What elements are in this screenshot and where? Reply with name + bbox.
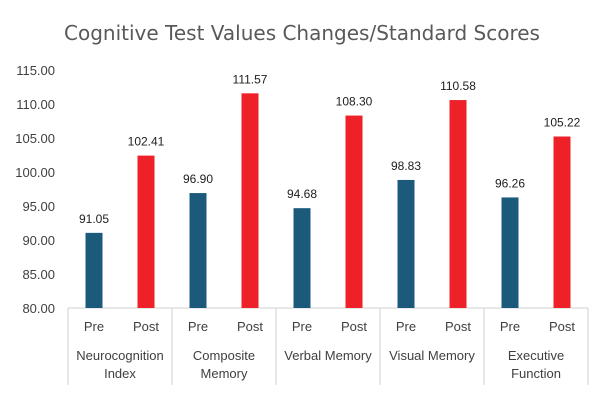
x-tick-label: Post bbox=[549, 319, 575, 334]
x-tick-label: Pre bbox=[500, 319, 520, 334]
x-tick-label: Pre bbox=[292, 319, 312, 334]
y-tick-label: 105.00 bbox=[15, 131, 55, 146]
data-label: 111.57 bbox=[233, 72, 268, 86]
x-tick-label: Pre bbox=[396, 319, 416, 334]
x-tick-label: Post bbox=[445, 319, 471, 334]
y-tick-label: 90.00 bbox=[22, 233, 55, 248]
bar-pre bbox=[293, 208, 311, 308]
bar-post bbox=[137, 155, 155, 308]
x-tick-label: Post bbox=[237, 319, 263, 334]
bar-post bbox=[241, 93, 259, 308]
data-label: 102.41 bbox=[128, 135, 165, 149]
group-label: Function bbox=[511, 366, 561, 381]
y-tick-label: 115.00 bbox=[16, 63, 55, 78]
data-label: 96.26 bbox=[495, 176, 525, 190]
data-label: 96.90 bbox=[183, 172, 213, 186]
group-label: Executive bbox=[508, 348, 564, 363]
data-label: 98.83 bbox=[391, 159, 421, 173]
bar-post bbox=[449, 100, 467, 308]
group-label: Index bbox=[104, 366, 136, 381]
data-label: 91.05 bbox=[79, 212, 109, 226]
y-tick-label: 110.00 bbox=[16, 97, 55, 112]
y-tick-label: 85.00 bbox=[22, 267, 55, 282]
bar-pre bbox=[397, 179, 415, 308]
group-label: Memory bbox=[201, 366, 248, 381]
x-tick-label: Post bbox=[133, 319, 159, 334]
x-tick-label: Post bbox=[341, 319, 367, 334]
data-label: 105.22 bbox=[544, 116, 581, 130]
y-tick-label: 95.00 bbox=[22, 199, 55, 214]
y-tick-label: 100.00 bbox=[15, 165, 55, 180]
data-label: 108.30 bbox=[336, 95, 373, 109]
data-label: 94.68 bbox=[287, 187, 317, 201]
x-tick-label: Pre bbox=[84, 319, 104, 334]
bar-pre bbox=[85, 232, 103, 308]
group-label: Verbal Memory bbox=[284, 348, 372, 363]
chart-title: Cognitive Test Values Changes/Standard S… bbox=[64, 21, 540, 45]
group-label: Visual Memory bbox=[389, 348, 475, 363]
data-label: 110.58 bbox=[440, 79, 476, 93]
x-tick-label: Pre bbox=[188, 319, 208, 334]
group-label: Composite bbox=[193, 348, 255, 363]
bar-pre bbox=[501, 197, 519, 308]
y-tick-label: 80.00 bbox=[22, 301, 55, 316]
bar-post bbox=[553, 136, 571, 308]
bar-post bbox=[345, 115, 363, 308]
group-label: Neurocognition bbox=[76, 348, 163, 363]
bar-pre bbox=[189, 193, 207, 308]
